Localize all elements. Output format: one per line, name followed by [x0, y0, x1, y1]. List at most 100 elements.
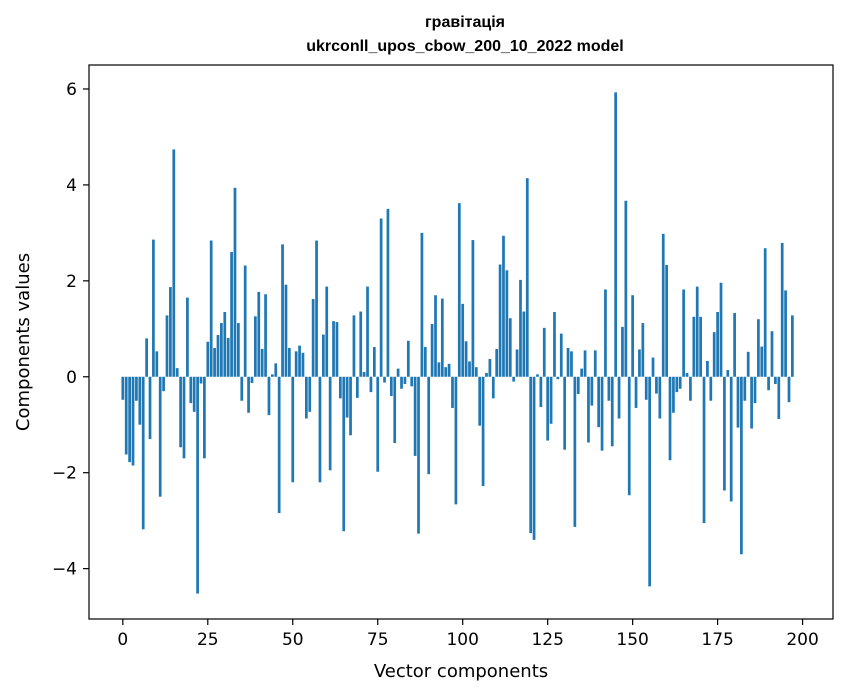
bar-component-18: [182, 376, 186, 459]
bar-component-69: [355, 376, 359, 398]
bar-component-177: [723, 376, 726, 491]
bar-component-17: [179, 376, 182, 448]
bar-component-99: [457, 203, 461, 377]
bar-component-2: [128, 376, 131, 463]
bar-component-90: [427, 376, 431, 475]
bar-component-6: [141, 376, 145, 530]
bar-component-11: [158, 376, 162, 497]
bar-component-195: [784, 290, 787, 377]
bar-component-148: [624, 200, 628, 377]
bar-component-189: [763, 248, 767, 377]
bar-component-161: [668, 376, 672, 461]
bar-component-15: [172, 149, 176, 377]
bar-component-52: [298, 345, 301, 377]
bar-component-53: [301, 352, 305, 377]
bar-component-102: [468, 361, 471, 377]
bar-component-166: [685, 372, 689, 377]
bar-component-78: [386, 208, 390, 377]
bar-component-96: [447, 363, 451, 377]
x-tick-label: 175: [701, 630, 733, 650]
bar-component-35: [240, 376, 244, 401]
bar-component-120: [529, 376, 533, 534]
bar-component-136: [583, 350, 587, 377]
bar-component-111: [498, 264, 502, 377]
bar-component-133: [573, 376, 577, 527]
bar-component-175: [716, 312, 719, 377]
bar-component-9: [152, 239, 155, 377]
bar-component-186: [753, 376, 757, 404]
y-tick-label: 6: [66, 80, 77, 100]
bar-component-187: [757, 319, 760, 377]
bar-component-172: [706, 360, 709, 377]
bar-component-191: [770, 331, 774, 377]
bar-component-46: [277, 376, 281, 513]
bar-component-146: [617, 376, 621, 419]
bar-component-149: [627, 376, 631, 496]
bar-component-60: [325, 286, 329, 377]
bar-component-137: [587, 376, 590, 443]
bar-component-140: [597, 376, 601, 428]
bar-component-145: [614, 92, 618, 377]
bar-component-89: [423, 347, 427, 377]
bar-component-27: [213, 348, 216, 377]
y-tick-label: −4: [52, 560, 77, 580]
bar-component-142: [604, 289, 607, 377]
bar-component-112: [502, 235, 505, 377]
bar-component-5: [138, 376, 142, 425]
bar-component-163: [675, 376, 679, 393]
bar-component-164: [678, 376, 682, 389]
bar-component-118: [522, 311, 526, 377]
bar-component-79: [389, 376, 393, 396]
x-axis-ticks: 0 25 50 75 100 125 150 175 200: [117, 619, 819, 650]
x-tick-label: 200: [786, 630, 818, 650]
bar-component-93: [437, 362, 441, 377]
bar-component-28: [216, 335, 220, 377]
bar-component-1: [124, 376, 128, 455]
bar-component-49: [288, 348, 291, 377]
bar-component-67: [349, 376, 352, 436]
bar-component-124: [542, 327, 546, 377]
bar-component-126: [549, 376, 553, 424]
bar-component-10: [155, 351, 159, 377]
bar-component-117: [519, 279, 522, 377]
bar-component-91: [430, 324, 434, 377]
bar-component-185: [750, 376, 753, 429]
bar-component-179: [729, 376, 733, 502]
bar-component-55: [308, 376, 312, 412]
bar-component-157: [655, 376, 658, 394]
bar-component-158: [658, 376, 662, 419]
bar-component-13: [165, 315, 169, 377]
bar-component-150: [631, 295, 634, 377]
bar-component-101: [464, 341, 468, 377]
bar-component-188: [760, 346, 764, 377]
bar-component-63: [335, 322, 339, 377]
bar-component-21: [192, 376, 196, 412]
bar-component-7: [145, 338, 148, 377]
bar-component-22: [196, 376, 199, 594]
bar-component-113: [505, 270, 509, 377]
bar-component-190: [767, 376, 770, 391]
bar-component-162: [672, 376, 675, 413]
bar-component-169: [695, 286, 699, 377]
bar-component-33: [233, 187, 237, 377]
bar-component-88: [420, 232, 424, 377]
bar-component-57: [315, 240, 318, 377]
bar-component-197: [791, 315, 794, 377]
x-tick-label: 125: [531, 630, 563, 650]
bar-component-43: [267, 376, 271, 416]
bar-component-32: [230, 252, 233, 377]
bar-component-174: [712, 332, 716, 377]
bar-component-45: [274, 363, 278, 377]
bar-component-75: [376, 376, 380, 472]
bar-component-62: [332, 321, 335, 377]
bar-component-70: [359, 311, 363, 377]
bar-component-183: [743, 376, 747, 401]
bar-component-30: [223, 312, 227, 377]
bar-component-24: [203, 376, 206, 459]
bar-component-114: [508, 318, 512, 377]
x-axis-label: Vector components: [374, 661, 548, 682]
bar-component-86: [413, 376, 417, 456]
bar-component-105: [478, 376, 482, 426]
bar-component-74: [372, 347, 376, 377]
